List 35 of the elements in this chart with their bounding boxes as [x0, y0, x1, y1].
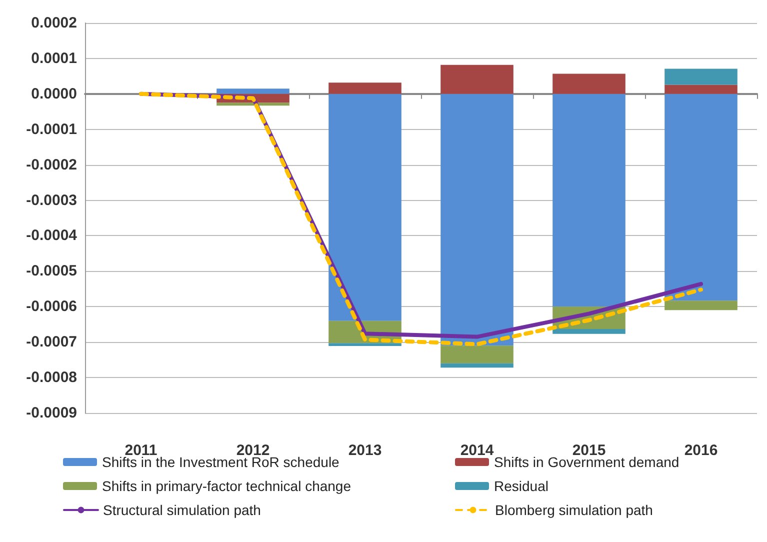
legend-label: Shifts in primary-factor technical change: [102, 478, 352, 494]
bar: [216, 88, 290, 94]
y-tick-label: -0.0005: [26, 262, 77, 280]
bar: [328, 82, 402, 94]
bar: [664, 94, 738, 301]
bar: [440, 94, 514, 346]
bar: [328, 94, 402, 321]
bar: [440, 363, 514, 368]
bar: [552, 94, 626, 307]
x-tick-label: 2014: [460, 442, 494, 459]
y-tick-label: -0.0006: [26, 298, 77, 316]
x-tick-label: 2016: [684, 442, 718, 459]
y-tick-label: -0.0003: [26, 192, 77, 209]
bar: [552, 74, 626, 94]
y-tick-label: -0.0009: [26, 404, 77, 422]
bar: [552, 328, 626, 334]
y-tick-label: -0.0004: [26, 227, 78, 244]
y-tick-label: 0.0000: [31, 85, 77, 102]
legend-label: Shifts in the Investment RoR schedule: [102, 454, 340, 470]
x-tick-label: 2013: [348, 442, 382, 459]
y-tick-label: -0.0002: [26, 156, 77, 174]
legend-label: Blomberg simulation path: [495, 502, 653, 518]
y-tick-label: -0.0001: [26, 120, 77, 138]
y-tick-label: 0.0002: [31, 14, 77, 32]
legend-label: Residual: [494, 478, 548, 494]
bar: [440, 64, 514, 94]
bar: [664, 84, 738, 94]
bar: [664, 68, 738, 85]
y-tick-label: 0.0001: [31, 50, 77, 67]
legend-label: Structural simulation path: [103, 502, 261, 518]
y-tick-label: -0.0007: [26, 334, 77, 351]
bar: [328, 343, 402, 346]
y-tick-label: -0.0008: [26, 369, 77, 386]
bar: [664, 300, 738, 310]
bar: [440, 346, 514, 364]
